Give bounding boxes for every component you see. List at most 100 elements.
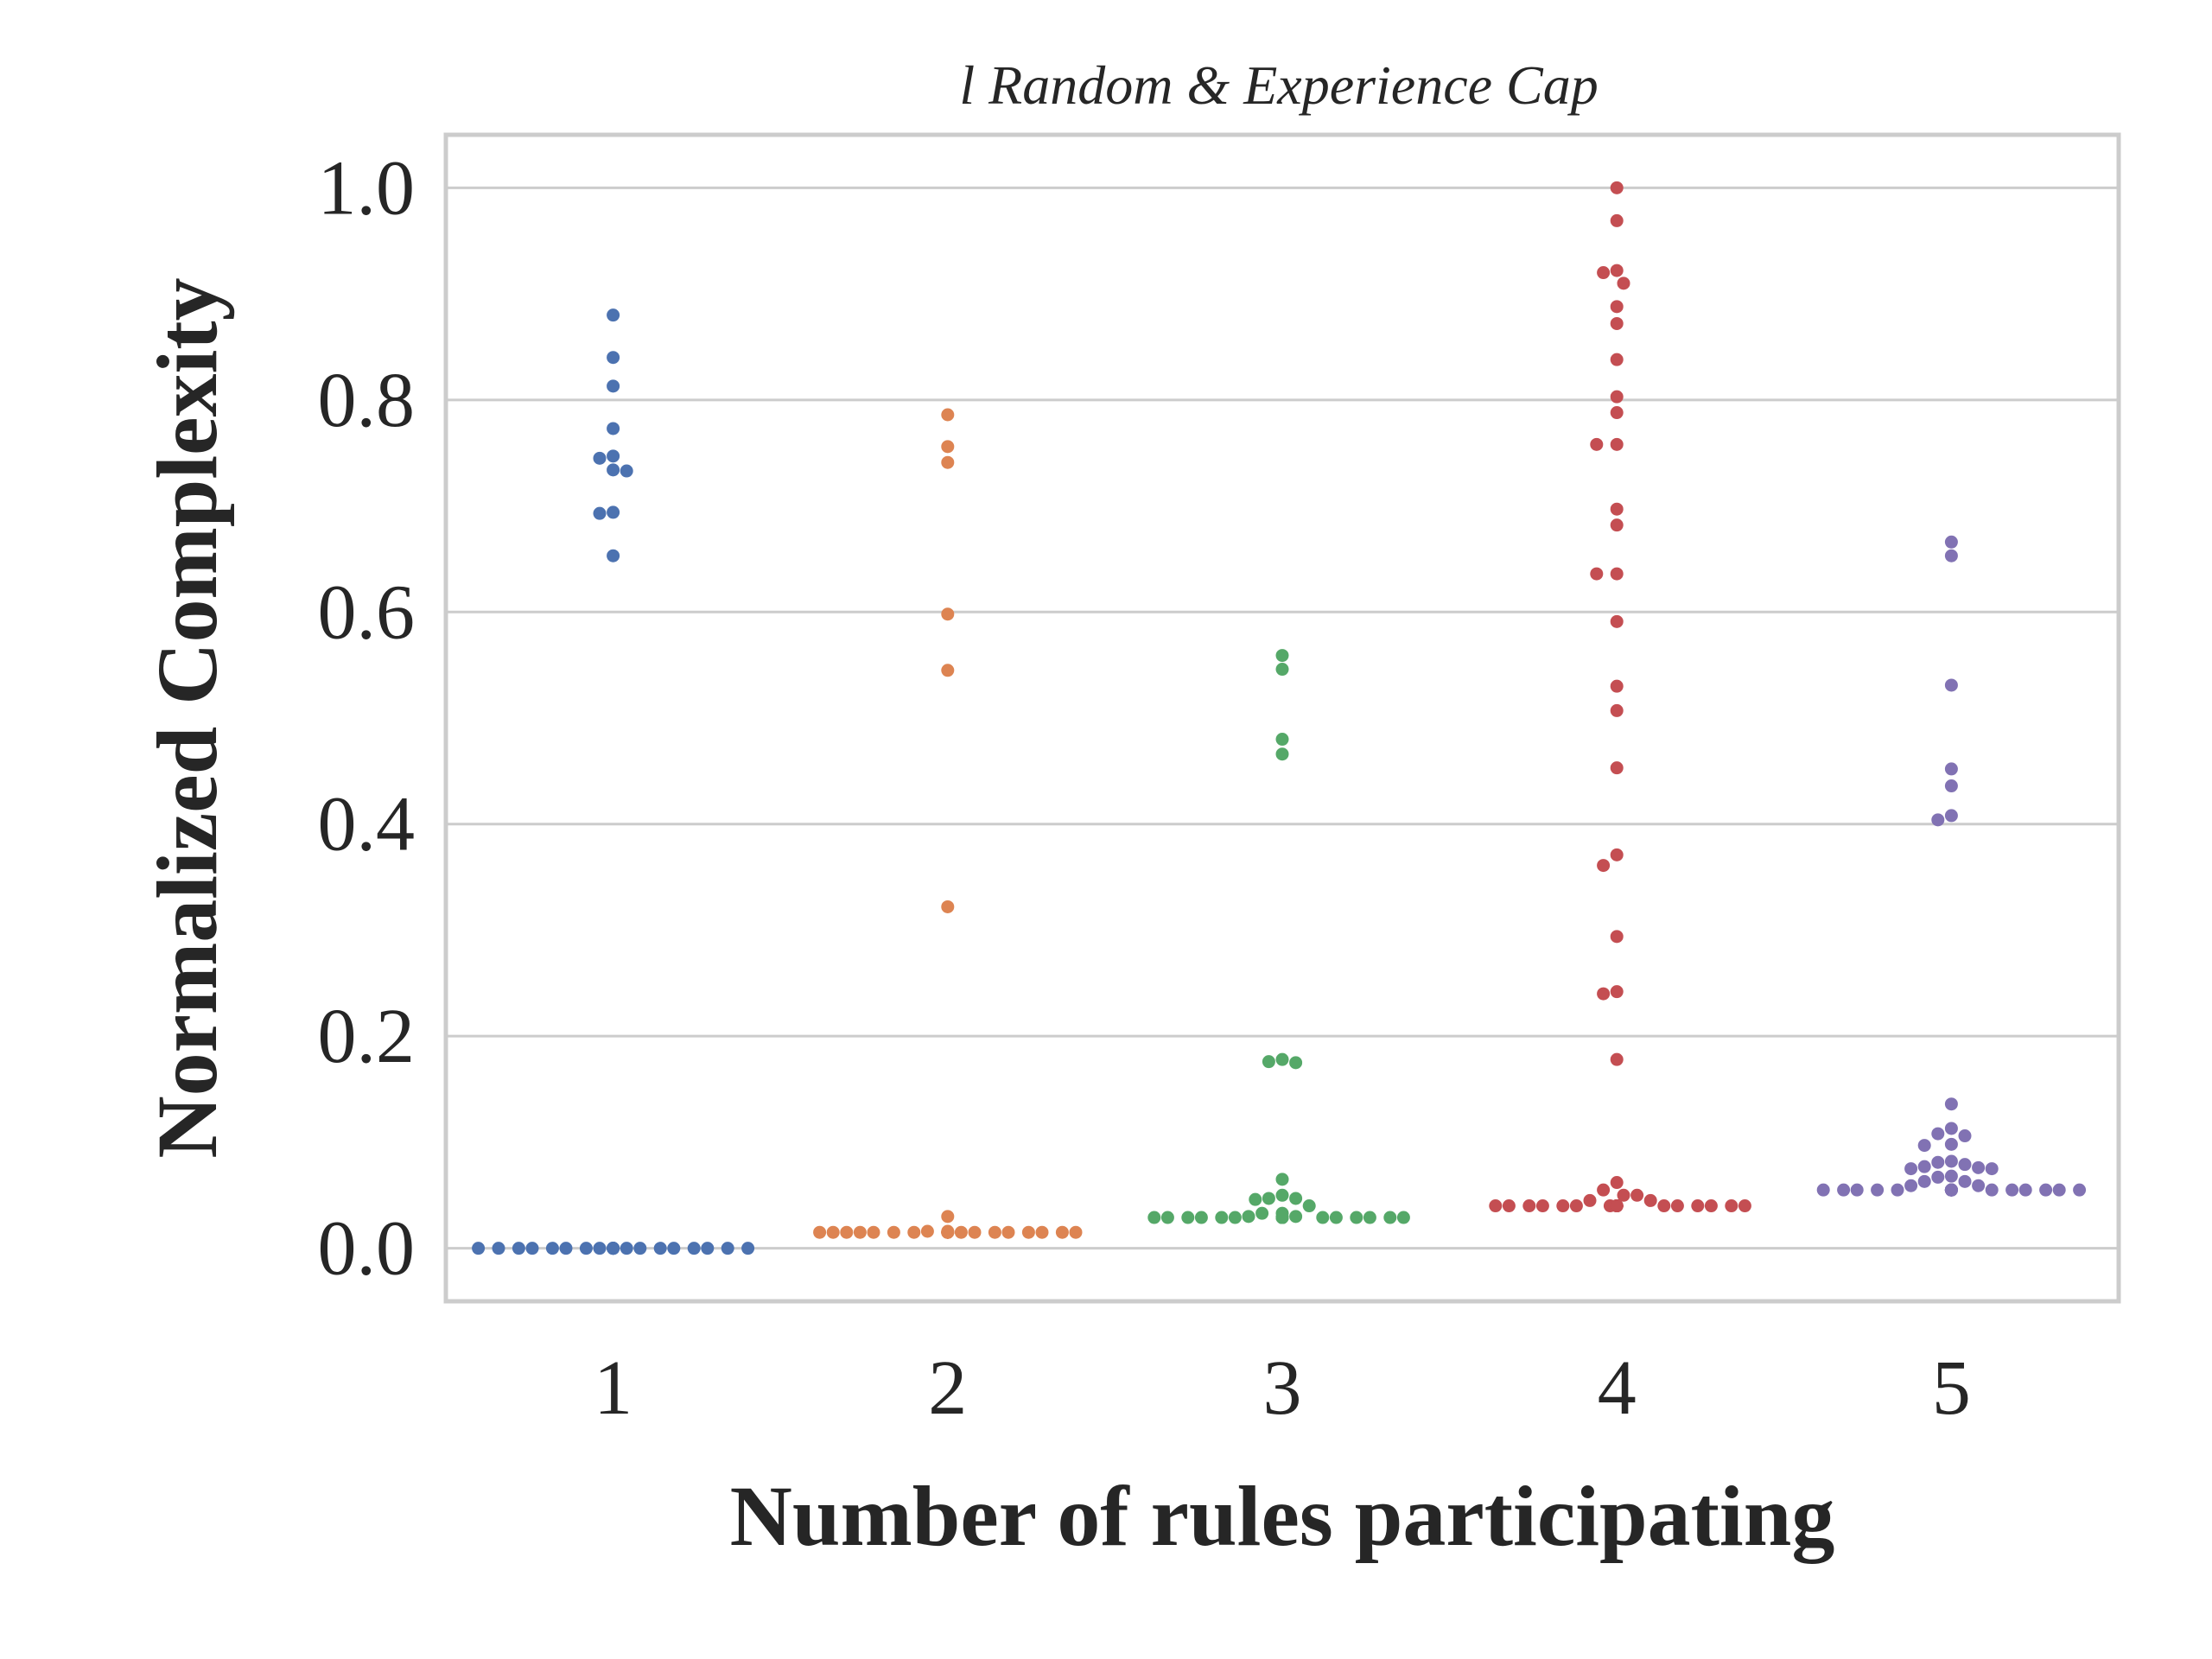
data-point [1985, 1162, 1999, 1176]
data-point [1630, 1188, 1644, 1202]
data-point [1944, 809, 1958, 823]
data-point [968, 1225, 982, 1239]
data-point [741, 1242, 755, 1255]
data-point [1610, 567, 1624, 581]
data-point [1275, 1188, 1289, 1202]
data-point [853, 1225, 867, 1239]
data-point [1590, 567, 1604, 581]
data-point [1871, 1183, 1885, 1197]
data-point [607, 379, 620, 393]
data-point [1242, 1210, 1255, 1224]
data-point [1837, 1183, 1851, 1197]
data-point [525, 1242, 539, 1255]
data-point [653, 1242, 667, 1255]
data-point [1316, 1211, 1330, 1224]
data-point [1610, 213, 1624, 227]
data-point [667, 1242, 681, 1255]
data-point [1569, 1199, 1583, 1213]
data-point [1160, 1211, 1174, 1224]
data-point [701, 1242, 715, 1255]
y-tick-label: 0.6 [318, 569, 416, 655]
data-point [2005, 1183, 2019, 1197]
data-point [1556, 1199, 1570, 1213]
data-point [1931, 1170, 1945, 1184]
data-point [1069, 1225, 1083, 1239]
data-point [1617, 276, 1630, 290]
data-point [1738, 1199, 1751, 1213]
data-point [1850, 1183, 1864, 1197]
data-point [1275, 649, 1289, 663]
data-point [1931, 1127, 1945, 1141]
gridlines [446, 186, 2119, 1250]
data-point [1383, 1211, 1397, 1224]
data-point [1035, 1225, 1049, 1239]
y-tick-label: 0.8 [318, 358, 416, 443]
data-point [920, 1224, 934, 1238]
data-point [1958, 1158, 1972, 1172]
data-point [941, 408, 955, 422]
data-point [620, 1242, 633, 1255]
data-point [593, 1242, 607, 1255]
data-point [1610, 985, 1624, 999]
data-point [472, 1242, 486, 1255]
data-point [867, 1225, 880, 1239]
data-point [941, 440, 955, 454]
data-point [1262, 1055, 1275, 1069]
data-point [1275, 1211, 1289, 1224]
data-point [687, 1242, 701, 1255]
data-point [1275, 1173, 1289, 1186]
data-point [813, 1225, 827, 1239]
data-point [1944, 678, 1958, 692]
data-point [1289, 1056, 1303, 1070]
data-point [1944, 1097, 1958, 1111]
data-point [1610, 406, 1624, 420]
data-point [1917, 1139, 1931, 1153]
data-point [1610, 930, 1624, 944]
data-point [607, 351, 620, 365]
data-point [1289, 1210, 1303, 1224]
data-point [826, 1225, 840, 1239]
data-point [1275, 663, 1289, 677]
data-point [492, 1242, 505, 1255]
x-tick-label: 5 [1932, 1345, 1971, 1431]
data-point [1262, 1192, 1275, 1205]
data-point [1617, 1188, 1630, 1202]
data-point [1972, 1179, 1986, 1192]
data-point [1147, 1211, 1161, 1224]
data-point [1917, 1174, 1931, 1188]
x-tick-label: 2 [928, 1345, 967, 1431]
data-point [954, 1225, 968, 1239]
data-point [607, 505, 620, 519]
data-point [887, 1225, 900, 1239]
data-point [1917, 1160, 1931, 1173]
data-point [1816, 1183, 1830, 1197]
data-point [607, 422, 620, 435]
data-point [1985, 1183, 1999, 1197]
data-point [1249, 1192, 1262, 1206]
y-axis-title: Normalized Complexity [139, 277, 235, 1158]
data-point [1944, 535, 1958, 549]
data-point [1194, 1211, 1208, 1224]
data-point [1522, 1199, 1536, 1213]
x-tick-label: 1 [594, 1345, 632, 1431]
data-point [1610, 1176, 1624, 1190]
data-point [607, 463, 620, 477]
y-tick-label: 0.2 [318, 994, 416, 1079]
data-point [1944, 1122, 1958, 1135]
data-point [1944, 1154, 1958, 1168]
data-point [1944, 1183, 1958, 1197]
data-point [1670, 1199, 1684, 1213]
data-point [1610, 353, 1624, 366]
data-point [1001, 1225, 1015, 1239]
data-point [1597, 1183, 1611, 1197]
y-tick-label: 0.0 [318, 1206, 416, 1292]
data-point [1275, 1052, 1289, 1066]
data-point [1958, 1174, 1972, 1188]
data-point [1329, 1211, 1343, 1224]
x-tick-labels: 1 2 3 4 5 [594, 1345, 1971, 1431]
data-point [1228, 1211, 1242, 1224]
data-point [1610, 614, 1624, 628]
data-point [1590, 437, 1604, 451]
data-point [1502, 1199, 1516, 1213]
data-point [1944, 1169, 1958, 1183]
